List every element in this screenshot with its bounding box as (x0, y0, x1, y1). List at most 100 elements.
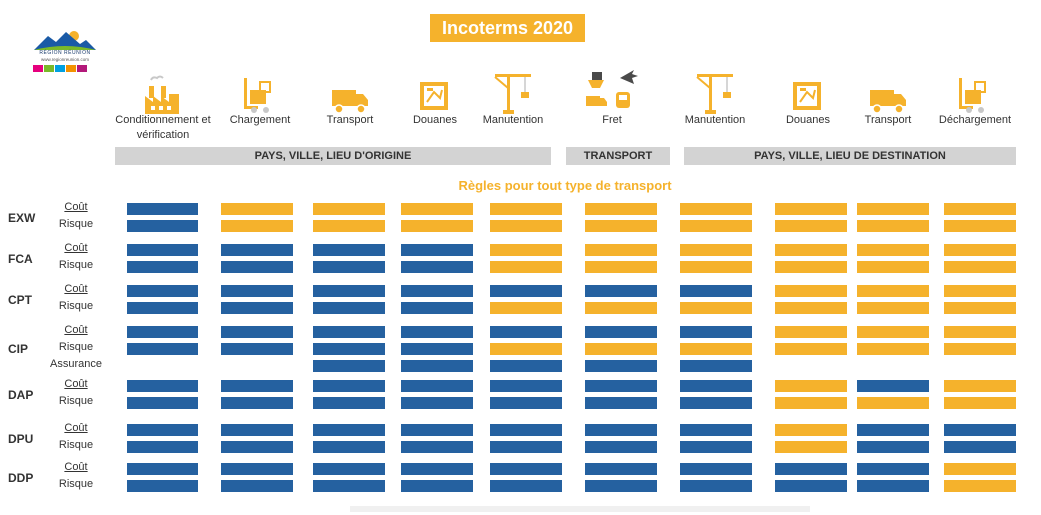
seller-bar (490, 326, 562, 338)
seller-bar (221, 244, 293, 256)
column-label: Chargement (229, 114, 291, 126)
seller-bar (490, 360, 562, 372)
buyer-bar (944, 302, 1016, 314)
seller-bar (585, 480, 657, 492)
logo-name: RÉGION RÉUNION (39, 50, 91, 56)
buyer-bar (585, 302, 657, 314)
seller-bar (313, 397, 385, 409)
incoterm-code: FCA (8, 251, 33, 266)
buyer-bar (775, 302, 847, 314)
seller-bar (127, 261, 198, 273)
seller-bar (401, 380, 473, 392)
logo-color-bars (33, 65, 87, 72)
incoterm-code: CPT (8, 292, 32, 307)
buyer-bar (944, 380, 1016, 392)
buyer-bar (680, 244, 752, 256)
seller-bar (313, 424, 385, 436)
seller-bar (680, 424, 752, 436)
seller-bar (857, 424, 929, 436)
seller-bar (313, 285, 385, 297)
seller-bar (680, 285, 752, 297)
seller-bar (585, 380, 657, 392)
multimodal-freight-icon (567, 70, 657, 114)
row-label: Assurance (50, 358, 102, 370)
seller-bar (490, 380, 562, 392)
seller-bar (490, 441, 562, 453)
seller-bar (401, 463, 473, 475)
logo-color-bar (55, 65, 65, 72)
seller-bar (401, 343, 473, 355)
buyer-bar (944, 261, 1016, 273)
seller-bar (585, 397, 657, 409)
buyer-bar (680, 261, 752, 273)
row-label: Coût (64, 324, 88, 336)
seller-bar (313, 244, 385, 256)
seller-bar (221, 397, 293, 409)
seller-bar (221, 326, 293, 338)
seller-bar (221, 441, 293, 453)
logo-color-bar (33, 65, 43, 72)
seller-bar (127, 480, 198, 492)
forklift-icon (215, 70, 305, 114)
column-label: Transport (864, 114, 912, 126)
seller-bar (313, 261, 385, 273)
row-label: Risque (58, 439, 94, 451)
buyer-bar (490, 244, 562, 256)
column-label: Déchargement (938, 114, 1012, 126)
seller-bar (221, 380, 293, 392)
seller-bar (127, 441, 198, 453)
buyer-bar (680, 203, 752, 215)
buyer-bar (401, 220, 473, 232)
incoterm-code: DPU (8, 431, 34, 446)
row-label: Coût (64, 283, 88, 295)
buyer-bar (490, 203, 562, 215)
seller-bar (585, 285, 657, 297)
column-label: Conditionnement et vérification (115, 114, 211, 141)
buyer-bar (313, 220, 385, 232)
seller-bar (127, 397, 198, 409)
column-label: Fret (602, 114, 622, 126)
buyer-bar (775, 326, 847, 338)
seller-bar (490, 285, 562, 297)
buyer-bar (775, 261, 847, 273)
buyer-bar (680, 220, 752, 232)
row-label: Coût (64, 461, 88, 473)
seller-bar (857, 380, 929, 392)
logo-color-bar (77, 65, 87, 72)
row-label: Coût (64, 422, 88, 434)
seller-bar (127, 326, 198, 338)
column-label: Douanes (412, 114, 458, 126)
row-label: Risque (58, 395, 94, 407)
seller-bar (401, 285, 473, 297)
buyer-bar (775, 343, 847, 355)
row-label: Risque (58, 341, 94, 353)
seller-bar (944, 424, 1016, 436)
seller-bar (680, 380, 752, 392)
seller-bar (680, 397, 752, 409)
column-label: Manutention (482, 114, 544, 126)
row-label: Risque (58, 218, 94, 230)
buyer-bar (585, 244, 657, 256)
buyer-bar (944, 244, 1016, 256)
column-label: Transport (326, 114, 374, 126)
seller-bar (401, 326, 473, 338)
seller-bar (221, 343, 293, 355)
buyer-bar (944, 220, 1016, 232)
buyer-bar (857, 302, 929, 314)
seller-bar (401, 302, 473, 314)
seller-bar (127, 463, 198, 475)
truck-icon (843, 70, 933, 114)
buyer-bar (490, 302, 562, 314)
region-reunion-logo: RÉGION RÉUNION www.regionreunion.com (30, 28, 100, 80)
seller-bar (585, 463, 657, 475)
buyer-bar (857, 397, 929, 409)
buyer-bar (313, 203, 385, 215)
buyer-bar (857, 220, 929, 232)
seller-bar (221, 261, 293, 273)
buyer-bar (585, 203, 657, 215)
seller-bar (401, 244, 473, 256)
seller-bar (401, 360, 473, 372)
seller-bar (127, 285, 198, 297)
seller-bar (401, 441, 473, 453)
seller-bar (313, 463, 385, 475)
